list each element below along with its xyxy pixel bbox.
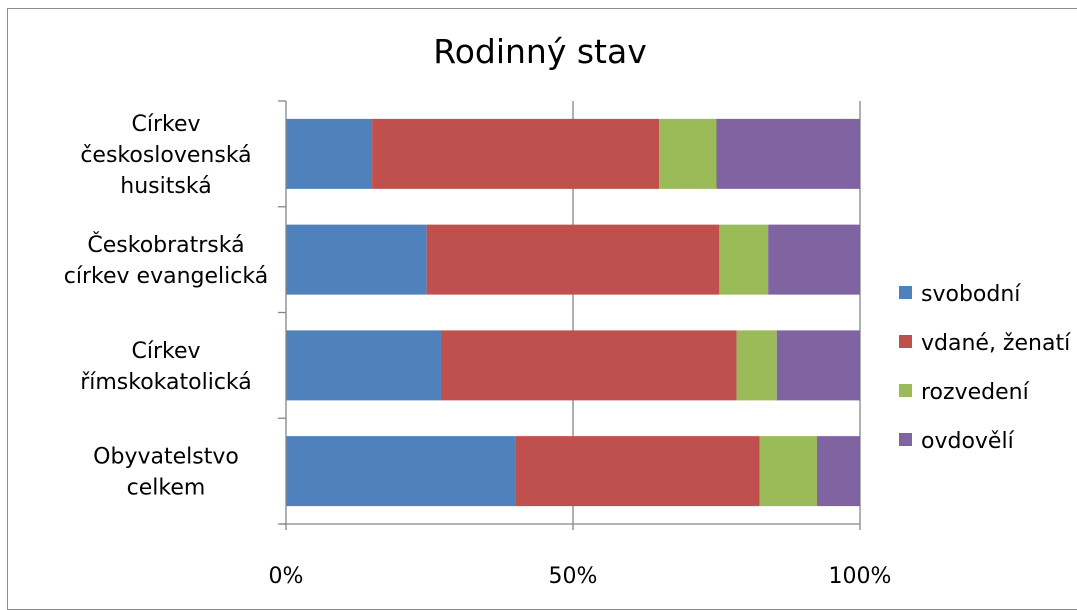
category-label: Církev československá husitská [80, 112, 251, 199]
legend-label: ovdovělí [921, 429, 1015, 454]
bar-segment [716, 118, 860, 189]
bar-segment [286, 436, 516, 507]
x-tick-labels: 0% 50% 100% [269, 564, 892, 589]
bar-segment [759, 436, 817, 507]
chart-title: Rodinný stav [433, 32, 647, 71]
legend-label: vdané, ženatí [921, 331, 1071, 356]
bar-segment [719, 224, 769, 295]
bar-segment [659, 118, 717, 189]
legend-swatch [899, 335, 912, 348]
category-label: Českobratrská církev evangelická [64, 232, 268, 289]
legend-label: rozvedení [921, 380, 1030, 405]
bar-segment [736, 330, 777, 401]
bar-segment [768, 224, 860, 295]
x-tick-label: 0% [269, 564, 304, 589]
legend-swatch [899, 384, 912, 397]
bar-segment [515, 436, 760, 507]
axes [278, 100, 861, 530]
stacked-bar-chart: Rodinný stav Církev československá husitsk… [64, 32, 1071, 589]
bars [286, 118, 860, 507]
bar-segment [816, 436, 860, 507]
bar-segment [286, 330, 441, 401]
category-label: Církev římskokatolická [80, 339, 252, 395]
bar-segment [776, 330, 860, 401]
legend-swatch [899, 433, 912, 446]
chart-frame [7, 8, 1077, 610]
legend-label: svobodní [921, 282, 1021, 307]
legend-swatch [899, 286, 912, 299]
category-label: Obyvatelstvo celkem [93, 445, 239, 501]
x-tick-label: 50% [549, 564, 598, 589]
x-tick-label: 100% [829, 564, 892, 589]
category-labels: Církev československá husitská Českobratrsk… [64, 112, 268, 501]
bar-segment [372, 118, 660, 189]
bar-segment [286, 118, 373, 189]
legend: svobodní vdané, ženatí rozvedení ovdovělí [899, 282, 1071, 454]
bar-segment [440, 330, 737, 401]
bar-segment [286, 224, 427, 295]
bar-segment [426, 224, 720, 295]
